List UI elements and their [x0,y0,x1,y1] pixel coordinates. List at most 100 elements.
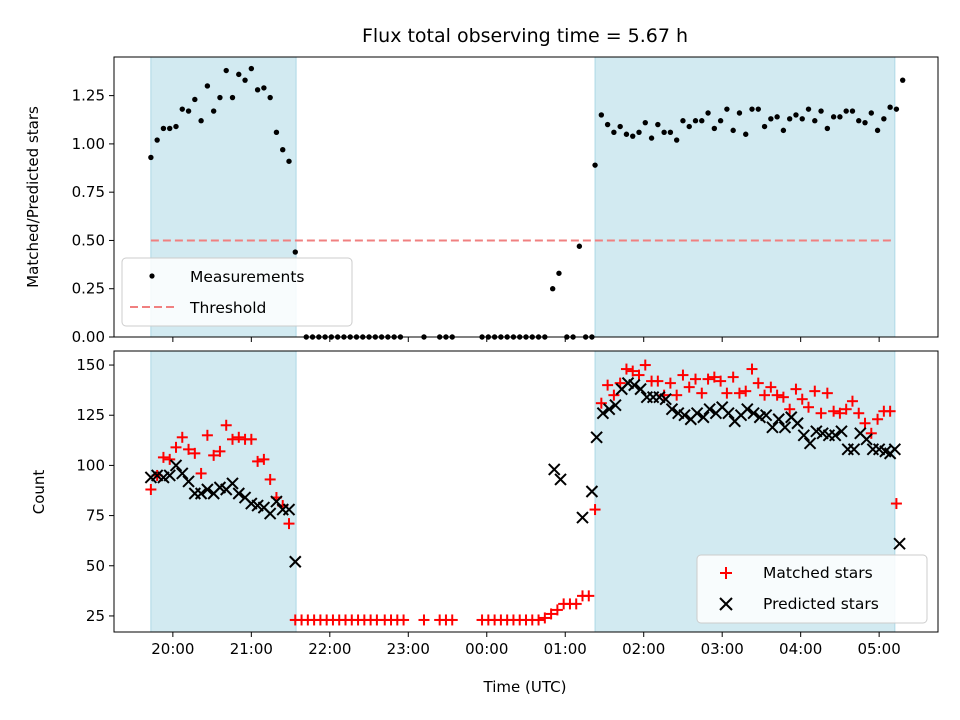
matched-star-point [398,614,410,626]
x-tick-label: 21:00 [230,640,273,658]
matched-star-point [721,387,733,399]
measurement-point [242,77,248,83]
legend-top-box [121,257,353,327]
matched-star-point [258,453,270,465]
predicted-star-point [797,429,811,442]
matched-star-point [551,604,563,616]
measurement-point [887,104,893,110]
top-axes-frame [113,56,939,338]
legend-top: Measurements Threshold [121,257,353,327]
y-tick-label: 75 [86,507,105,525]
matched-star-point [620,363,632,375]
measurement-point [856,118,862,124]
measurement-point [292,249,298,255]
bottom-axes-frame [113,350,939,633]
matched-star-point [765,381,777,393]
bottom-x-axis: 20:00 21:00 22:00 23:00 00:00 01:00 02:00 03:00… [151,632,901,658]
matched-star-point [696,387,708,399]
measurement-point [786,116,793,122]
matched-star-point [595,397,607,409]
measurement-point [210,108,217,114]
predicted-star-point [847,443,861,456]
matched-star-point [809,385,821,397]
measurement-point [824,125,831,132]
measurement-point [711,125,718,132]
measurement-point [812,118,818,124]
predicted-star-point [585,485,599,498]
measurement-point [799,116,805,122]
measurement-point [874,127,881,134]
predicted-star-point [289,555,302,568]
matched-star-point [884,405,896,417]
matched-star-point [683,381,695,393]
predicted-star-point [201,483,214,496]
y-tick-label: 150 [76,356,105,374]
matched-star-point [671,389,683,401]
measurement-point [576,243,583,249]
matched-star-point [846,395,858,407]
measurement-point [598,112,605,118]
predicted-star-point [602,403,616,416]
legend-bottom-box [696,554,928,624]
matched-stars-series [145,359,902,626]
measurement-point [881,116,887,122]
predicted-star-point [893,537,906,550]
measurement-point [661,129,667,136]
y-tick-label: 1.25 [72,87,105,105]
measurement-point [648,135,655,141]
x-tick-label: 23:00 [387,640,430,658]
matched-star-point [633,369,645,381]
measurement-point [636,129,642,136]
predicted-star-point [803,437,817,450]
predicted-star-point [860,433,873,446]
matched-star-point [145,483,157,495]
predicted-star-point [828,429,842,442]
matched-star-point [740,385,752,397]
matched-star-point [220,419,232,431]
measurement-point [623,131,630,137]
predicted-star-point [182,475,195,488]
y-tick-label: 25 [86,607,105,625]
matched-star-point [872,413,884,425]
predicted-star-point [596,407,610,420]
matched-star-point [245,433,257,445]
predicted-star-point [665,403,679,416]
predicted-star-point [659,392,672,406]
panel-ratio: 0.00 0.25 0.50 0.75 1.00 1.25 Matched/Predict… [24,56,939,346]
measurement-point [862,119,868,126]
measurement-point [217,94,223,101]
predicted-star-point [703,403,716,416]
matched-star-point [252,455,264,467]
matched-star-point [157,451,169,463]
predicted-stars-series [144,376,906,568]
legend-predicted-label: Predicted stars [763,595,879,613]
measurement-point [179,106,185,112]
matched-star-point [639,359,651,371]
matched-star-point [545,608,557,620]
matched-star-point [853,407,865,419]
matched-star-point [771,389,783,401]
measurement-point [655,121,661,128]
measurement-point [160,125,167,132]
bottom-y-axis-label: Count [30,470,48,515]
matched-star-point [803,401,815,413]
matched-star-point [583,590,595,602]
matched-star-point [226,433,238,445]
measurement-point [868,110,874,116]
predicted-star-point [791,417,804,430]
x-tick-label: 20:00 [151,640,194,658]
measurement-point [686,123,692,130]
measurement-point [705,110,711,116]
measurement-point [286,158,292,164]
matched-star-point [759,389,771,401]
matched-star-point [608,389,620,401]
measurement-point [793,112,799,118]
matched-star-point [828,405,840,417]
measurement-point [198,118,204,124]
matched-star-point [589,504,601,516]
predicted-star-point [169,459,183,472]
top-x-ticks [172,337,880,342]
matched-star-point [727,371,739,383]
matched-star-point [164,453,176,465]
matched-star-point [777,391,789,403]
